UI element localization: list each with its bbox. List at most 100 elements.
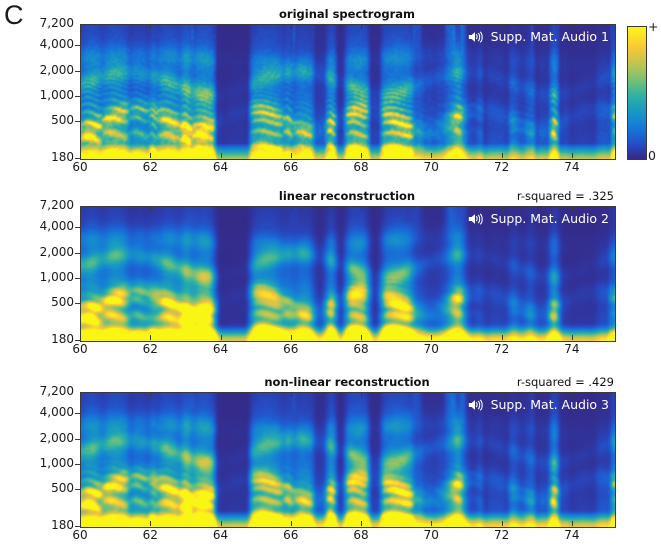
x-axis-tick-mark [501, 24, 503, 29]
y-axis-tick-label: 2,000 [39, 244, 74, 259]
x-axis-tick-mark [150, 206, 152, 211]
x-axis-tick-label: 68 [353, 160, 369, 174]
x-axis-tick-mark [290, 153, 292, 158]
x-axis-tick-label: 74 [564, 528, 580, 542]
x-axis-tick-label: 66 [283, 160, 299, 174]
x-axis-tick-label: 62 [142, 342, 158, 356]
x-axis-tick-mark [501, 206, 503, 211]
x-axis-tick-mark [571, 335, 573, 340]
panel-rsquared-linear: r-squared = .325 [516, 189, 614, 203]
y-axis-tick-mark [75, 70, 80, 72]
y-axis-tick-label: 180 [51, 518, 74, 532]
x-axis-tick-label: 62 [142, 528, 158, 542]
audio-annotation-1[interactable]: Supp. Mat. Audio 1 [424, 29, 609, 44]
x-axis-tick-mark [150, 335, 152, 340]
panel-letter-label: C [4, 0, 24, 30]
panel-title-linear: linear reconstruction [278, 189, 416, 203]
x-axis-tick-label: 66 [283, 528, 299, 542]
x-axis-tick-label: 74 [564, 342, 580, 356]
y-axis-tick-label: 4,000 [39, 219, 74, 234]
y-axis-tick-label: 2,000 [39, 62, 74, 77]
x-axis-tick-mark [501, 392, 503, 397]
speaker-icon [468, 31, 483, 43]
x-axis-tick-label: 62 [142, 160, 158, 174]
spectrogram-image-linear [80, 206, 616, 342]
x-axis-tick-label: 60 [72, 528, 88, 542]
x-axis-tick-label: 70 [423, 160, 439, 174]
y-axis-tick-mark [75, 413, 80, 415]
y-axis-tick-label: 2,000 [39, 430, 74, 445]
y-axis-tick-label: 4,000 [39, 405, 74, 420]
y-axis-tick-mark [75, 158, 80, 159]
audio-annotation-3[interactable]: Supp. Mat. Audio 3 [424, 397, 609, 412]
y-axis-tick-mark [75, 438, 80, 440]
panel-rsquared-nonlinear: r-squared = .429 [516, 375, 614, 389]
x-axis-tick-mark [290, 392, 292, 397]
x-axis-tick-mark [431, 206, 433, 211]
y-axis-tick-label: 1,000 [39, 455, 74, 470]
x-axis-tick-label: 64 [212, 160, 229, 174]
x-axis-tick-mark [220, 335, 222, 340]
x-axis-tick-label: 70 [423, 342, 439, 356]
x-axis-tick-mark [150, 521, 152, 526]
x-axis-tick-label: 68 [353, 528, 369, 542]
x-axis-tick-label: 68 [353, 342, 369, 356]
colorbar-min-label: 0 [648, 148, 656, 163]
x-axis-tick-mark [571, 521, 573, 526]
y-axis-tick-label: 500 [51, 112, 74, 127]
x-axis-tick-mark [501, 153, 503, 158]
x-axis-tick-mark [361, 335, 363, 340]
x-axis-tick-mark [290, 24, 292, 29]
x-axis-tick-label: 64 [212, 528, 229, 542]
y-axis-tick-mark [75, 340, 80, 341]
x-axis-tick-mark [431, 153, 433, 158]
y-axis-tick-label: 7,200 [39, 16, 74, 30]
x-axis-tick-mark [361, 153, 363, 158]
y-axis-tick-mark [75, 526, 80, 527]
colorbar-max-label: + [648, 19, 659, 34]
audio-label-2: Supp. Mat. Audio 2 [490, 211, 609, 226]
x-axis-tick-mark [150, 392, 152, 397]
x-axis-tick-mark [431, 24, 433, 29]
x-axis-tick-mark [431, 335, 433, 340]
x-axis-tick-label: 70 [423, 528, 439, 542]
x-axis-tick-label: 60 [72, 160, 88, 174]
x-axis-tick-mark [431, 392, 433, 397]
spectrogram-image-nonlinear [80, 392, 616, 528]
y-axis-tick-label: 500 [51, 480, 74, 495]
audio-annotation-2[interactable]: Supp. Mat. Audio 2 [424, 211, 609, 226]
x-axis-tick-mark [501, 521, 503, 526]
speaker-icon [468, 399, 483, 411]
x-axis-tick-mark [150, 24, 152, 29]
y-axis-tick-mark [75, 302, 80, 304]
y-axis-tick-label: 7,200 [39, 384, 74, 398]
panel-title-nonlinear: non-linear reconstruction [264, 375, 430, 389]
x-axis-tick-label: 66 [283, 342, 299, 356]
x-axis-tick-mark [571, 24, 573, 29]
y-axis-tick-mark [75, 463, 80, 465]
x-axis-tick-label: 72 [493, 342, 510, 356]
x-axis-tick-mark [361, 521, 363, 526]
colorbar [627, 26, 647, 160]
speaker-icon [468, 213, 483, 225]
y-axis-tick-label: 4,000 [39, 37, 74, 52]
y-axis-tick-label: 180 [51, 332, 74, 346]
panel-title-original: original spectrogram [279, 7, 415, 21]
x-axis-tick-mark [361, 24, 363, 29]
y-axis-tick-mark [75, 252, 80, 254]
x-axis-tick-label: 74 [564, 160, 580, 174]
x-axis-tick-label: 64 [212, 342, 229, 356]
y-axis-tick-label: 1,000 [39, 87, 74, 102]
x-axis-tick-mark [361, 206, 363, 211]
x-axis-tick-mark [290, 521, 292, 526]
y-axis-tick-mark [75, 120, 80, 122]
x-axis-tick-mark [431, 521, 433, 526]
spectrogram-image-original [80, 24, 616, 160]
x-axis-tick-label: 72 [493, 160, 510, 174]
audio-label-3: Supp. Mat. Audio 3 [490, 397, 609, 412]
x-axis-tick-mark [290, 335, 292, 340]
x-axis-tick-label: 60 [72, 342, 88, 356]
